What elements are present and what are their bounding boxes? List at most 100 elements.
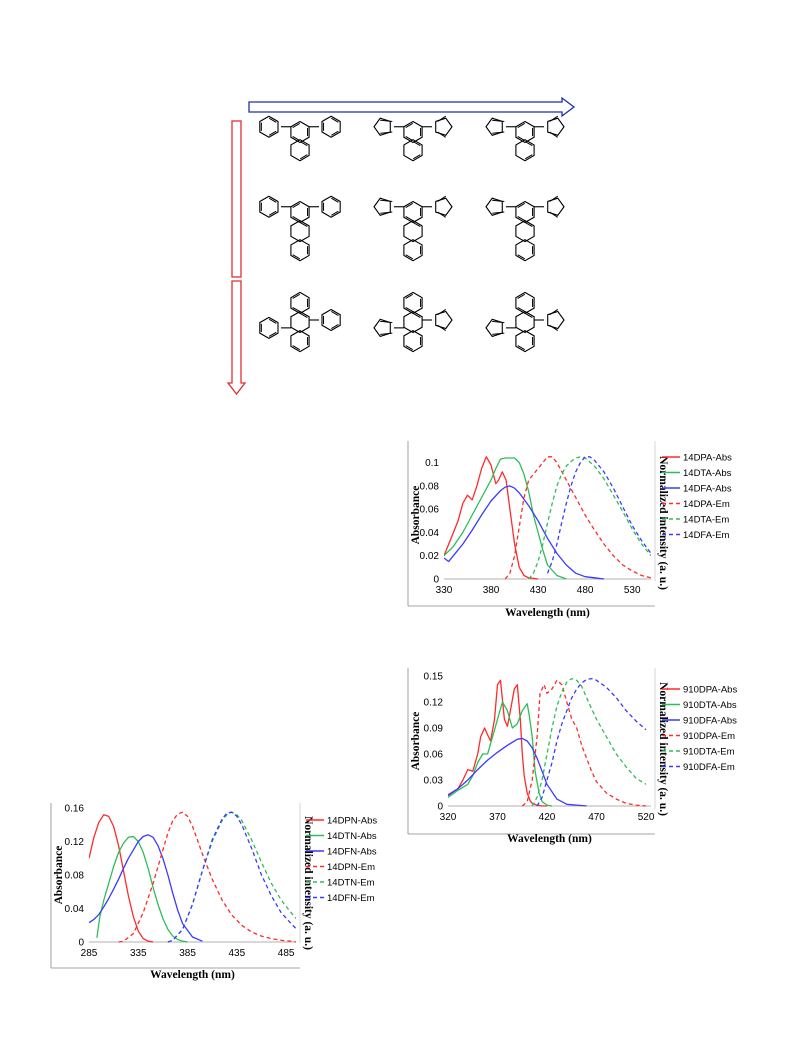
double-bond	[524, 222, 533, 228]
double-bond	[412, 312, 421, 318]
series-line-14DPN-Abs	[89, 814, 154, 943]
double-bond	[517, 122, 526, 128]
ring	[403, 219, 423, 243]
series-line-14DFN-Abs	[89, 834, 203, 942]
five-ring	[435, 117, 453, 136]
y2-axis-title: Normalized intensity (a. u.)	[657, 456, 669, 590]
series-line-910DTA-Abs	[448, 701, 553, 807]
ring	[290, 310, 310, 334]
legend-label: 14DPA-Abs	[683, 453, 732, 464]
ring	[515, 200, 535, 224]
five-ring	[547, 197, 565, 216]
double-bond	[299, 222, 308, 228]
series-line-14DFA-Em	[546, 456, 651, 574]
ring	[290, 200, 310, 224]
double-bond	[524, 312, 533, 318]
molecule-anthracene-9,10-furyl	[485, 291, 565, 353]
series-line-14DTA-Em	[528, 456, 651, 580]
ring	[259, 115, 279, 138]
double-bond	[292, 216, 301, 222]
double-bond	[524, 141, 533, 147]
y-tick-label: 0.06	[420, 505, 440, 516]
legend-label: 14DFA-Em	[683, 530, 730, 541]
y-tick-label: 0.1	[425, 458, 439, 469]
ring	[515, 310, 535, 334]
double-bond	[292, 122, 301, 128]
five-ring	[435, 310, 453, 330]
x-axis-title: Wavelength (nm)	[507, 833, 592, 845]
double-bond	[412, 141, 421, 147]
double-bond	[331, 210, 339, 216]
double-bond	[405, 293, 414, 299]
legend-label: 910DTA-Abs	[683, 700, 737, 711]
double-bond	[549, 309, 559, 316]
legend-label: 910DTA-Em	[683, 747, 735, 758]
double-bond	[437, 309, 447, 316]
y-axis-title: Absorbance	[53, 846, 65, 905]
double-bond	[380, 131, 393, 134]
y-tick-label: 0.09	[424, 724, 444, 735]
x-axis-title: Wavelength (nm)	[505, 607, 590, 619]
double-bond	[380, 199, 393, 202]
double-bond	[492, 199, 505, 202]
series-line-910DFA-Em	[536, 677, 647, 807]
molecule-anthracene-9,10-thienyl	[373, 291, 453, 353]
y-tick-label: 0.03	[424, 776, 444, 787]
double-bond	[299, 141, 308, 147]
x-axis-title: Wavelength (nm)	[150, 969, 235, 981]
five-ring	[373, 318, 391, 338]
y-tick-label: 0.08	[420, 481, 440, 492]
five-ring	[547, 310, 565, 330]
double-bond	[405, 216, 414, 222]
legend-label: 14DPN-Abs	[327, 816, 377, 827]
ring	[403, 329, 423, 353]
y-axis-title: Absorbance	[410, 712, 422, 771]
ring	[290, 291, 310, 315]
double-bond	[299, 154, 308, 160]
double-bond	[492, 119, 505, 122]
ring	[403, 310, 423, 334]
ring	[403, 139, 423, 162]
double-bond	[331, 117, 339, 123]
x-tick-label: 470	[588, 812, 605, 823]
x-tick-label: 430	[530, 585, 547, 596]
x-tick-label: 370	[489, 812, 506, 823]
ring	[515, 219, 535, 243]
ring	[321, 308, 341, 332]
x-tick-label: 485	[278, 948, 295, 959]
five-ring	[547, 117, 565, 136]
ring	[515, 329, 535, 353]
double-bond	[517, 306, 526, 312]
y-tick-label: 0	[433, 575, 439, 586]
ring	[259, 195, 279, 218]
x-tick-label: 435	[229, 948, 246, 959]
vertical-arrow	[226, 280, 247, 396]
series-line-910DTA-Em	[531, 677, 647, 807]
series-line-910DPA-Em	[521, 679, 647, 807]
double-bond	[268, 210, 277, 216]
double-bond	[437, 324, 447, 331]
series-line-910DPA-Abs	[448, 679, 547, 807]
x-tick-label: 385	[179, 948, 196, 959]
five-ring	[435, 197, 453, 216]
double-bond	[412, 222, 421, 228]
double-bond	[517, 345, 526, 351]
legend-label: 910DPA-Em	[683, 731, 735, 742]
molecule-anthracene-9,10-phenyl	[259, 291, 341, 353]
double-bond	[292, 254, 301, 260]
series-line-14DFA-Abs	[444, 485, 605, 580]
legend-label: 14DTA-Abs	[683, 468, 732, 479]
legend-label: 14DTA-Em	[683, 515, 729, 526]
ring	[403, 239, 423, 262]
double-bond	[492, 320, 505, 324]
double-bond	[331, 197, 339, 203]
double-bond	[268, 331, 277, 337]
double-bond	[380, 320, 393, 324]
double-bond	[268, 117, 277, 123]
double-bond	[331, 324, 339, 330]
double-bond	[549, 211, 559, 218]
double-bond	[517, 202, 526, 208]
ring	[515, 139, 535, 162]
five-ring	[485, 318, 503, 338]
double-bond	[268, 318, 277, 324]
